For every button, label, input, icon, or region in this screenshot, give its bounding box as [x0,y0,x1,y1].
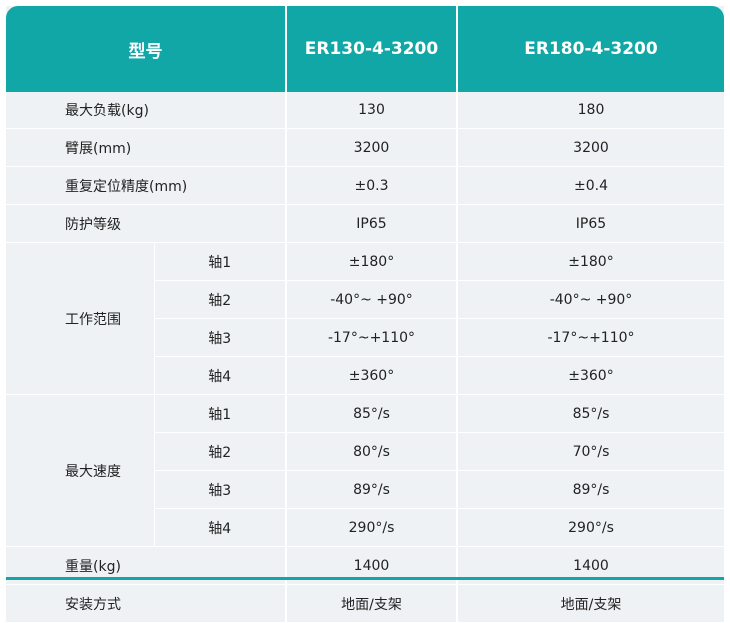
value-b: -40°~ +90° [456,280,724,319]
header-row: 型号 ER130-4-3200 ER180-4-3200 [6,6,724,92]
axis-label: 轴3 [153,318,286,357]
value-b: 290°/s [456,508,724,547]
value-a: 130 [285,92,457,129]
value-a: 80°/s [285,432,457,471]
axis-label: 轴4 [153,508,286,547]
value-b: 89°/s [456,470,724,509]
value-a: -40°~ +90° [285,280,457,319]
spec-table: 型号 ER130-4-3200 ER180-4-3200 最大负载(kg) 13… [6,6,724,623]
value-a: 3200 [285,128,457,167]
axis-label: 轴2 [153,432,286,471]
row-max-speed-axis4: 轴4 290°/s 290°/s [6,508,724,547]
row-max-speed-axis2: 轴2 80°/s 70°/s [6,432,724,471]
value-b: 70°/s [456,432,724,471]
axis-label: 轴3 [153,470,286,509]
value-a: IP65 [285,204,457,243]
row-work-range-axis1: 工作范围 轴1 ±180° ±180° [6,242,724,395]
axis-label: 轴1 [153,394,286,433]
model-b-header: ER180-4-3200 [457,6,724,92]
row-work-range-axis2: 轴2 -40°~ +90° -40°~ +90° [6,280,724,319]
value-a: ±180° [285,242,457,281]
row-label: 防护等级 [6,204,286,243]
row-label: 安装方式 [6,584,286,623]
row-max-speed-axis3: 轴3 89°/s 89°/s [6,470,724,509]
value-b: 3200 [456,128,724,167]
value-a: 89°/s [285,470,457,509]
model-a-header: ER130-4-3200 [286,6,458,92]
value-b: 180 [456,92,724,129]
value-b: ±360° [456,356,724,395]
value-a: ±360° [285,356,457,395]
row-label: 最大负载(kg) [6,92,286,129]
value-b: ±0.4 [456,166,724,205]
row-max-load: 最大负载(kg) 130 180 [6,92,724,129]
value-a: -17°~+110° [285,318,457,357]
model-header: 型号 [6,6,287,92]
value-b: 85°/s [456,394,724,433]
value-a: 地面/支架 [285,584,457,623]
value-a: 290°/s [285,508,457,547]
row-reach: 臂展(mm) 3200 3200 [6,128,724,167]
row-label: 臂展(mm) [6,128,286,167]
value-a: 85°/s [285,394,457,433]
bottom-accent-line [6,577,724,580]
axis-label: 轴1 [153,242,286,281]
axis-label: 轴4 [153,356,286,395]
row-work-range-axis4: 轴4 ±360° ±360° [6,356,724,395]
value-a: ±0.3 [285,166,457,205]
row-repeatability: 重复定位精度(mm) ±0.3 ±0.4 [6,166,724,205]
work-range-label: 工作范围 [6,242,154,395]
max-speed-label: 最大速度 [6,394,154,547]
row-label: 重复定位精度(mm) [6,166,286,205]
row-work-range-axis3: 轴3 -17°~+110° -17°~+110° [6,318,724,357]
row-protection: 防护等级 IP65 IP65 [6,204,724,243]
axis-label: 轴2 [153,280,286,319]
value-b: -17°~+110° [456,318,724,357]
value-b: ±180° [456,242,724,281]
value-b: 地面/支架 [456,584,724,623]
row-mounting: 安装方式 地面/支架 地面/支架 [6,584,724,623]
value-b: IP65 [456,204,724,243]
row-max-speed-axis1: 最大速度 轴1 85°/s 85°/s [6,394,724,547]
